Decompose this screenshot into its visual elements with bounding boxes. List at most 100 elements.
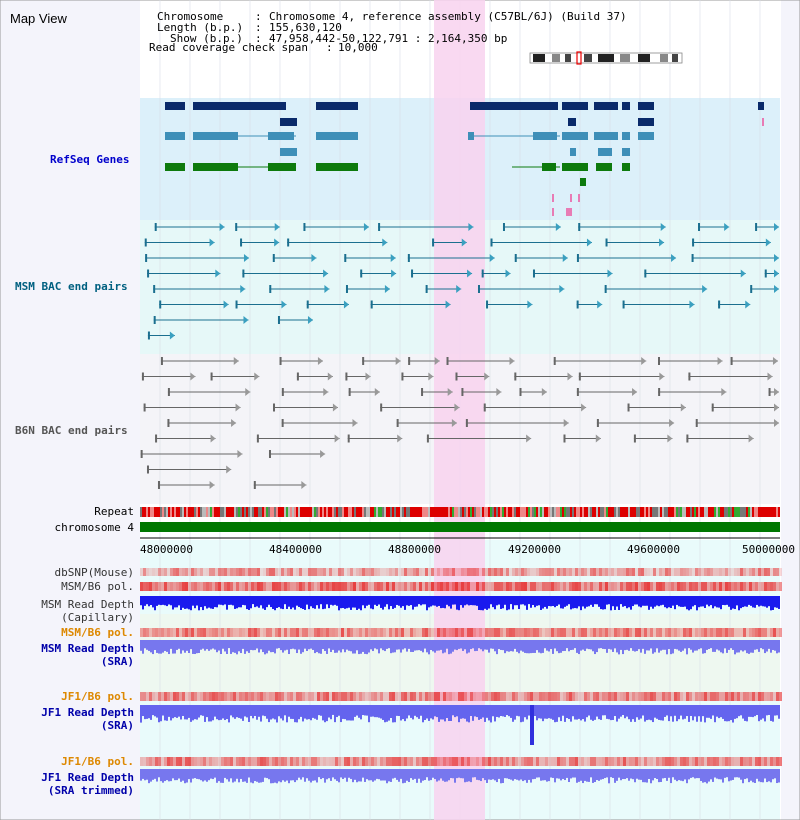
- jf1-pol-cell: [251, 692, 254, 701]
- gene-exon[interactable]: [533, 132, 557, 140]
- jf1-pol-trimmed-cell: [260, 757, 263, 766]
- msm-b6-pol-sra-cell: [512, 628, 515, 637]
- jf1-pol-trimmed-cell: [770, 757, 773, 766]
- gene-exon[interactable]: [193, 132, 238, 140]
- gene-exon[interactable]: [165, 163, 185, 171]
- gene-exon[interactable]: [562, 102, 588, 110]
- dbsnp-label[interactable]: dbSNP(Mouse): [55, 566, 134, 579]
- gene-exon[interactable]: [622, 102, 630, 110]
- jf1-pol-trimmed-cell: [674, 757, 677, 766]
- gene-exon[interactable]: [622, 148, 630, 156]
- repeat-segment: [230, 507, 232, 517]
- gene-exon[interactable]: [638, 102, 654, 110]
- jf1-trimmed-depth-bar: [260, 769, 262, 783]
- gene-exon[interactable]: [562, 132, 588, 140]
- gene-exon[interactable]: [468, 132, 474, 140]
- msm-b6-pol-label[interactable]: MSM/B6 pol.: [61, 580, 134, 593]
- jf1-trimmed-depth-bar: [418, 769, 420, 779]
- repeat-label[interactable]: Repeat: [94, 505, 134, 518]
- chromosome-ideogram[interactable]: [529, 51, 683, 65]
- dbsnp-cell: [620, 568, 623, 576]
- gene-exon[interactable]: [594, 132, 618, 140]
- chromosome-label[interactable]: chromosome 4: [55, 521, 135, 534]
- jf1-pol-cell: [188, 692, 191, 701]
- msm-sra-depth-bar: [546, 640, 548, 651]
- msm-b6-pol-cell: [188, 582, 191, 591]
- b6n-bac-end-pairs-track[interactable]: [140, 357, 779, 489]
- msm-bac-end-pairs-track[interactable]: [144, 223, 779, 340]
- msm-depth-sra-label[interactable]: MSM Read Depth: [41, 642, 134, 655]
- jf1-pol-trimmed-label[interactable]: JF1/B6 pol.: [61, 755, 134, 768]
- gene-exon[interactable]: [316, 132, 358, 140]
- repeat-segment: [264, 507, 266, 517]
- chromosome-4-bar[interactable]: [140, 522, 780, 532]
- gene-exon[interactable]: [568, 118, 576, 126]
- jf1-trimmed-depth-bar: [216, 769, 218, 783]
- jf1-sra-depth-bar: [708, 705, 710, 718]
- msm-sra-depth-bar: [728, 640, 730, 650]
- dbsnp-cell: [404, 568, 407, 576]
- gene-exon[interactable]: [566, 208, 572, 216]
- msm-capillary-depth-bar: [208, 596, 210, 608]
- gene-exon[interactable]: [622, 163, 630, 171]
- jf1-sra-depth-bar: [498, 705, 500, 718]
- msm-b6-pol-sra-label[interactable]: MSM/B6 pol.: [61, 626, 134, 639]
- jf1-sra-depth-bar: [280, 705, 282, 719]
- gene-exon[interactable]: [193, 102, 286, 110]
- jf1-sra-depth-bar: [350, 705, 352, 721]
- b6n-bac-label[interactable]: B6N BAC end pairs: [15, 424, 128, 437]
- repeat-segment: [270, 507, 272, 517]
- jf1-depth-trimmed-label[interactable]: JF1 Read Depth: [41, 771, 134, 784]
- jf1-trimmed-depth-bar: [494, 769, 496, 781]
- jf1-pol-label[interactable]: JF1/B6 pol.: [61, 690, 134, 703]
- gene-exon[interactable]: [280, 118, 297, 126]
- gene-exon[interactable]: [562, 163, 588, 171]
- gene-exon[interactable]: [268, 163, 296, 171]
- gene-exon[interactable]: [552, 194, 554, 202]
- gene-exon[interactable]: [268, 132, 294, 140]
- gene-exon[interactable]: [762, 118, 764, 126]
- gene-exon[interactable]: [638, 132, 654, 140]
- msm-depth-capillary-label[interactable]: MSM Read Depth: [41, 598, 134, 611]
- selected-region-highlight[interactable]: [434, 0, 485, 820]
- msm-b6-pol-cell: [236, 582, 239, 591]
- jf1-pol-cell: [383, 692, 386, 701]
- refseq-genes-label[interactable]: RefSeq Genes: [50, 153, 129, 166]
- gene-exon[interactable]: [165, 132, 185, 140]
- gene-exon[interactable]: [580, 178, 586, 186]
- gene-exon[interactable]: [598, 148, 612, 156]
- repeat-track[interactable]: [140, 507, 780, 517]
- gene-exon[interactable]: [193, 163, 238, 171]
- gene-exon[interactable]: [578, 194, 580, 202]
- jf1-pol-trimmed-cell: [575, 757, 578, 766]
- gene-exon[interactable]: [594, 102, 618, 110]
- dbsnp-cell: [761, 568, 764, 576]
- jf1-sra-depth-bar: [318, 705, 320, 716]
- gene-exon[interactable]: [316, 102, 358, 110]
- msm-capillary-depth-bar: [648, 596, 650, 610]
- gene-exon[interactable]: [622, 132, 630, 140]
- refseq-genes-track[interactable]: [165, 102, 764, 216]
- msm-capillary-depth-bar: [772, 596, 774, 610]
- gene-exon[interactable]: [570, 194, 572, 202]
- gene-exon[interactable]: [280, 148, 297, 156]
- gene-exon[interactable]: [596, 163, 612, 171]
- gene-exon[interactable]: [542, 163, 556, 171]
- gene-exon[interactable]: [758, 102, 764, 110]
- msm-capillary-depth-bar: [638, 596, 640, 607]
- gene-exon[interactable]: [552, 208, 554, 216]
- gene-exon[interactable]: [165, 102, 185, 110]
- jf1-depth-sra-label[interactable]: JF1 Read Depth: [41, 706, 134, 719]
- msm-capillary-depth-bar: [650, 596, 652, 607]
- msm-b6-pol-sra-cell: [356, 628, 359, 637]
- variation-tracks[interactable]: [140, 568, 782, 784]
- jf1-pol-cell: [452, 692, 455, 701]
- gene-exon[interactable]: [570, 148, 576, 156]
- gene-exon[interactable]: [470, 102, 558, 110]
- gene-exon[interactable]: [316, 163, 358, 171]
- jf1-trimmed-depth-bar: [434, 769, 436, 780]
- gene-exon[interactable]: [638, 118, 654, 126]
- msm-bac-label[interactable]: MSM BAC end pairs: [15, 280, 128, 293]
- msm-sra-depth-bar: [228, 640, 230, 649]
